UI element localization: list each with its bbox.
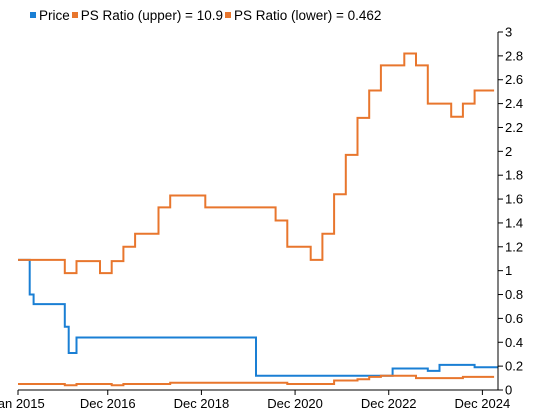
- legend-swatch-ps-upper: [71, 12, 78, 18]
- y-tick-label: 2.2: [505, 120, 523, 135]
- y-tick-label: 1.8: [505, 168, 523, 183]
- legend-label-ps-upper: PS Ratio (upper) = 10.9: [80, 7, 223, 23]
- y-tick-label: 3: [505, 25, 512, 40]
- y-tick-label: 0: [505, 383, 512, 398]
- legend-swatch-price: [30, 12, 36, 18]
- x-tick-label: Dec 2018: [174, 396, 230, 411]
- y-tick-label: 1.4: [505, 215, 523, 230]
- legend-swatch-ps-lower: [224, 12, 231, 18]
- legend-item-price: Price: [30, 8, 70, 23]
- x-tick-label: Dec 2022: [361, 396, 417, 411]
- legend-label-ps-lower: PS Ratio (lower) = 0.462: [233, 7, 382, 23]
- x-tick-label: Dec 2024: [455, 396, 511, 411]
- series-line-ps-lower: [18, 374, 495, 387]
- y-tick-label: 1.6: [505, 192, 523, 207]
- legend-item-ps-lower: PS Ratio (lower) = 0.462: [224, 7, 382, 23]
- x-tick-label: Jan 2015: [0, 396, 45, 411]
- y-tick-label: 2.4: [505, 96, 523, 111]
- y-tick-label: 2.6: [505, 72, 523, 87]
- y-tick-label: 0.4: [505, 335, 523, 350]
- x-tick-label: Dec 2016: [80, 396, 136, 411]
- y-tick-label: 0.8: [505, 287, 523, 302]
- y-tick-label: 1.2: [505, 239, 523, 254]
- series-line-ps-upper: [18, 52, 495, 275]
- series-line-price: [18, 258, 498, 377]
- legend-item-ps-upper: PS Ratio (upper) = 10.9: [71, 7, 223, 23]
- legend-label-price: Price: [39, 7, 70, 23]
- chart-legend: Price PS Ratio (upper) = 10.9 PS Ratio (…: [30, 6, 383, 24]
- y-tick-label: 1: [505, 263, 512, 278]
- y-tick-label: 2.8: [505, 48, 523, 63]
- x-tick-label: Dec 2020: [267, 396, 323, 411]
- y-tick-label: 0.6: [505, 311, 523, 326]
- y-tick-label: 2: [505, 144, 512, 159]
- y-tick-label: 0.2: [505, 359, 523, 374]
